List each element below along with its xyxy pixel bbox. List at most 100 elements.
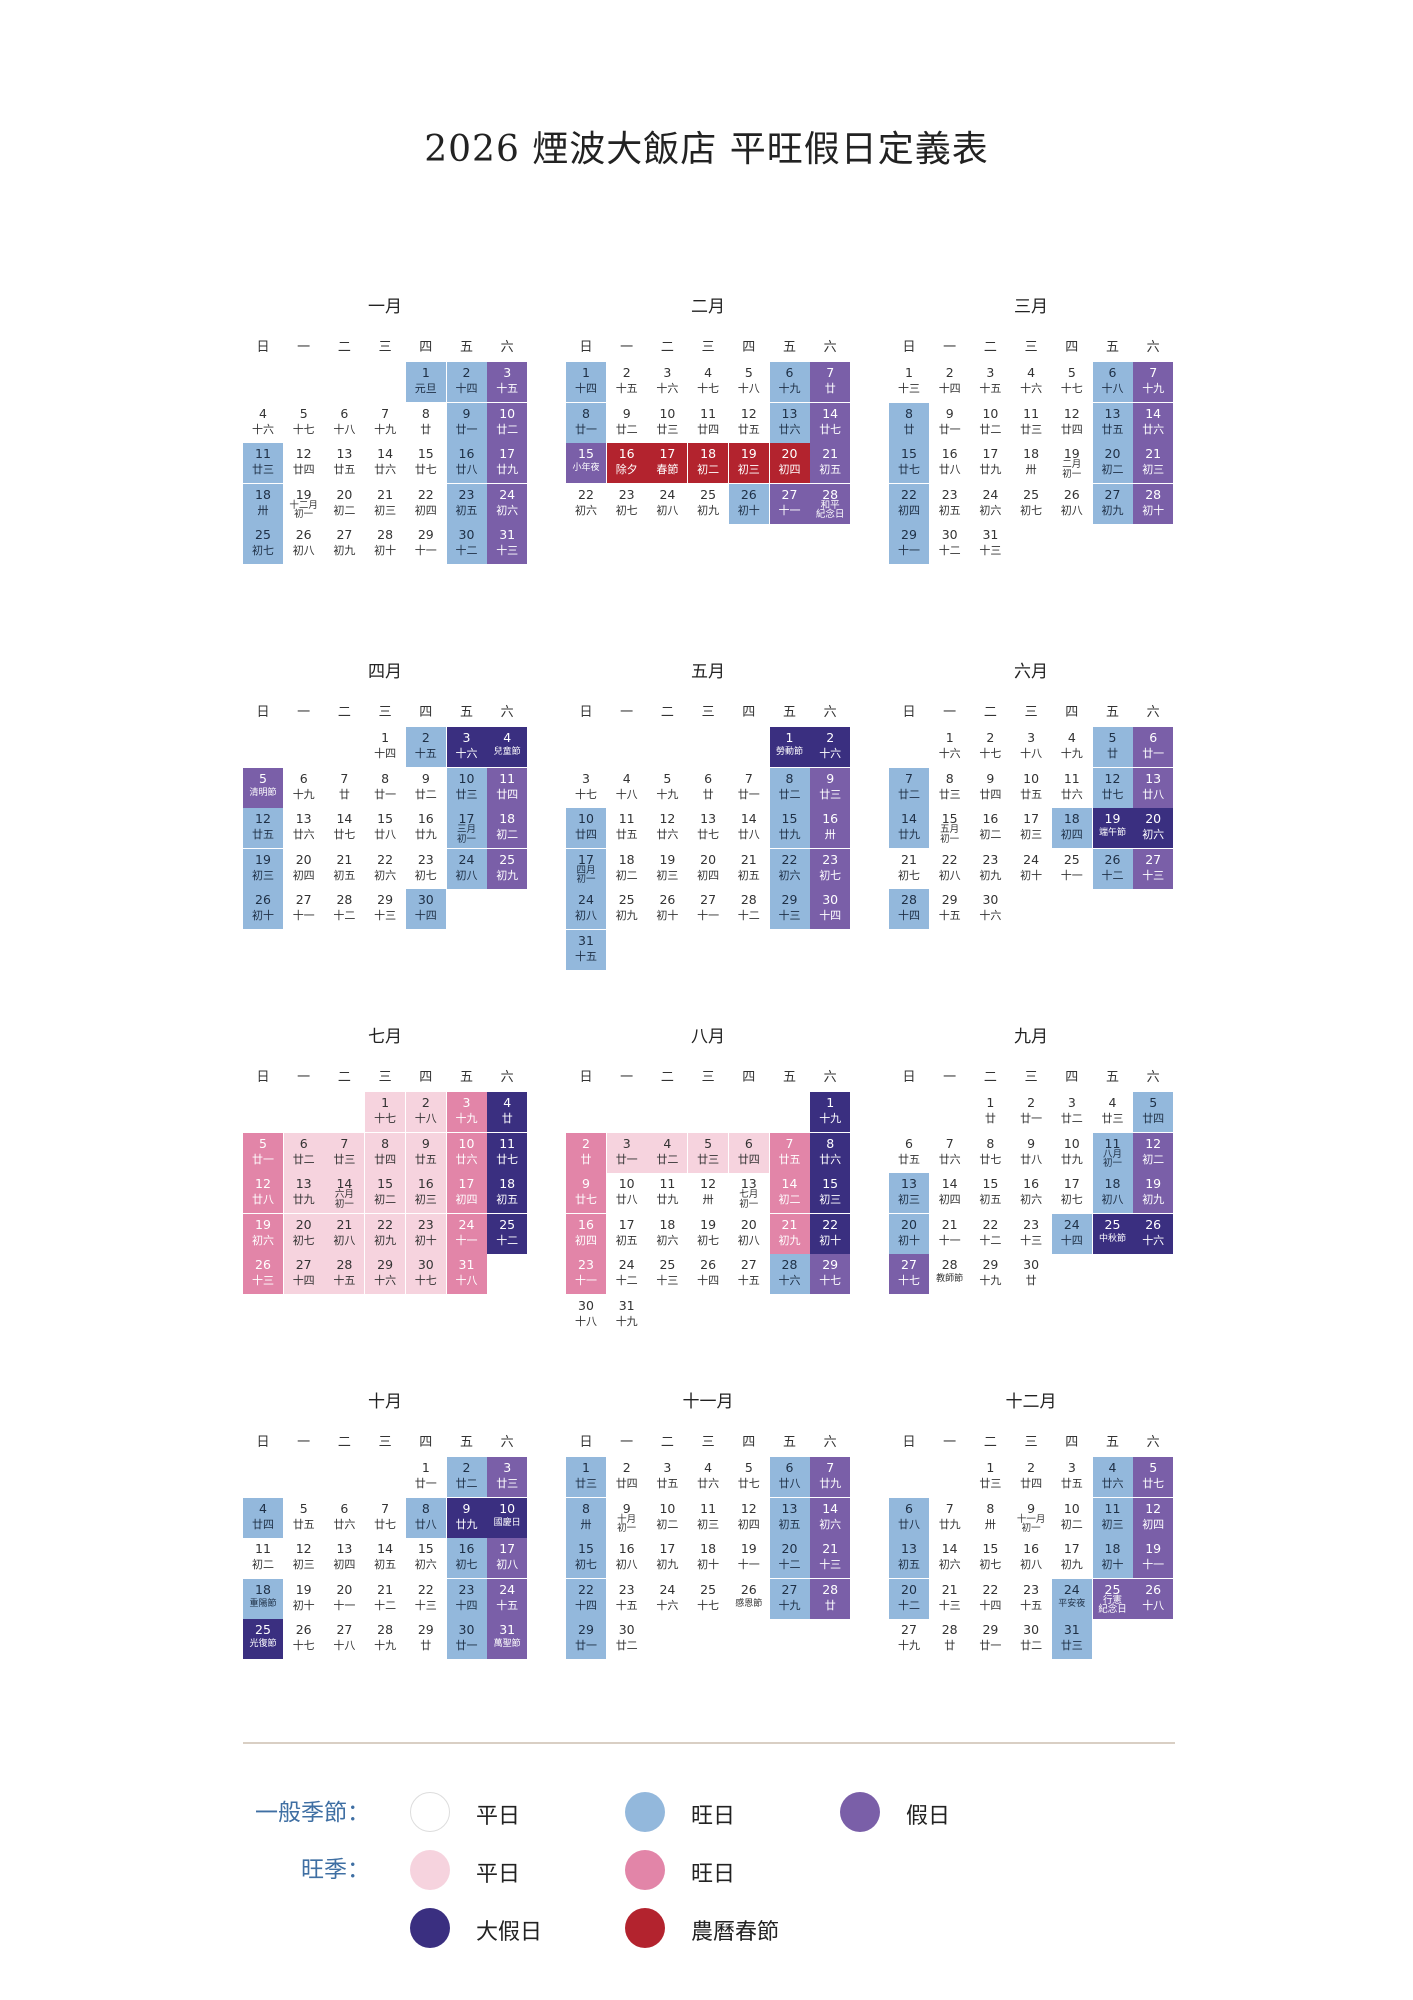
day-number: 10 <box>1023 770 1040 786</box>
day-lunar-label: 初六 <box>778 868 801 882</box>
day-lunar-label: 初七 <box>819 868 842 882</box>
day-cell: 14 初五 <box>365 1538 405 1578</box>
day-cell: 22 初十 <box>810 1213 851 1254</box>
day-cell: 16 廿八 <box>446 443 487 483</box>
day-cell: 7 廿七 <box>365 1498 405 1538</box>
day-number: 28 <box>377 1622 394 1637</box>
day-number: 3 <box>462 1095 471 1110</box>
day-lunar-label: 廿八 <box>938 463 961 476</box>
day-lunar-label: 十四 <box>575 382 597 395</box>
day-number: 5 <box>259 770 267 786</box>
day-number: 1 <box>582 1460 590 1475</box>
day-number: 30 <box>458 527 475 542</box>
day-lunar-label: 十四 <box>455 382 478 395</box>
day-number: 3 <box>503 1460 512 1475</box>
day-lunar-label: 十四 <box>414 909 437 922</box>
day-cell: 12 初四 <box>1133 1497 1174 1538</box>
day-cell: 17 初九 <box>1052 1538 1092 1578</box>
day-lunar-label: 初八 <box>455 868 478 882</box>
day-number: 24 <box>1023 851 1040 867</box>
weekday-header: 六 <box>500 1070 514 1085</box>
day-number: 15 <box>901 446 917 461</box>
day-number: 28 <box>822 1581 839 1597</box>
day-cell: 15 廿八 <box>365 808 405 848</box>
day-lunar-label: 十一 <box>292 909 315 922</box>
day-lunar-label: 廿四 <box>1020 1477 1043 1490</box>
day-lunar-label: 十三 <box>252 1274 274 1287</box>
day-cell: 10 廿五 <box>1011 768 1051 808</box>
day-cell: 28 初十 <box>365 524 405 564</box>
day-cell: 28 十二 <box>729 889 769 929</box>
day-number: 9 <box>826 770 835 786</box>
day-cell: 14 廿六 <box>1133 402 1174 443</box>
day-number: 8 <box>381 1135 390 1151</box>
day-cell: 29 廿一 <box>566 1619 606 1659</box>
day-cell: 16 初三 <box>405 1173 446 1213</box>
day-number: 24 <box>578 892 594 907</box>
month-title: 十二月 <box>1005 1392 1057 1412</box>
day-lunar-label: 廿一 <box>455 422 478 436</box>
day-number: 26 <box>295 1622 312 1637</box>
day-number: 18 <box>659 1216 676 1232</box>
day-cell: 23 初五 <box>446 483 487 524</box>
day-lunar-label: 十五 <box>333 1274 356 1287</box>
day-lunar-label: 廿三 <box>575 1477 597 1490</box>
day-cell: 26 十三 <box>243 1254 283 1294</box>
day-cell: 18 初二 <box>487 808 528 848</box>
legend-dot <box>625 1792 665 1832</box>
day-number: 16 <box>982 811 999 826</box>
day-lunar-label: 廿二 <box>1060 1112 1083 1125</box>
day-cell: 14 廿七 <box>324 808 364 848</box>
day-number: 5 <box>259 1135 267 1151</box>
weekday-header: 二 <box>983 340 997 355</box>
day-number: 8 <box>785 770 794 786</box>
day-cell: 28 十五 <box>324 1254 365 1294</box>
day-cell: 3 十五 <box>970 362 1010 402</box>
day-lunar-label: 十一 <box>898 544 920 557</box>
day-lunar-label: 廿二 <box>496 422 519 436</box>
day-number: 31 <box>499 527 516 542</box>
day-number: 7 <box>905 770 913 786</box>
day-number: 8 <box>826 1135 835 1151</box>
day-lunar-label: 廿六 <box>819 1152 842 1166</box>
day-cell: 5 十七 <box>1052 362 1092 402</box>
day-number: 24 <box>1063 1216 1080 1232</box>
day-cell: 10 廿二 <box>970 403 1010 443</box>
day-lunar-label: 十二 <box>333 909 356 922</box>
day-number: 30 <box>1023 1622 1040 1637</box>
day-lunar-label: 廿八 <box>737 828 760 841</box>
day-cell: 31 十五 <box>566 929 606 970</box>
day-number: 16 <box>941 446 958 461</box>
day-number: 9 <box>421 1135 430 1151</box>
day-number: 16 <box>458 446 475 461</box>
day-number: 26 <box>1104 851 1121 867</box>
day-lunar-label: 初三 <box>1020 828 1043 841</box>
day-lunar-label: 十四 <box>575 1598 597 1612</box>
weekday-header: 五 <box>1105 340 1119 355</box>
day-lunar-label: 卅 <box>580 1517 592 1531</box>
day-cell: 14 廿八 <box>729 808 769 848</box>
day-number: 14 <box>941 1541 958 1556</box>
day-number: 16 <box>1023 1541 1040 1556</box>
day-cell: 19 初七 <box>688 1214 728 1254</box>
day-number: 6 <box>340 1500 349 1516</box>
day-lunar-label: 廿 <box>984 1112 996 1125</box>
day-lunar-label: 六月 初一 <box>334 1189 354 1210</box>
day-cell: 12 廿八 <box>243 1173 283 1213</box>
day-lunar-label: 十六 <box>938 747 961 760</box>
day-number: 20 <box>740 1216 757 1232</box>
day-lunar-label: 初二 <box>656 1517 679 1531</box>
month-title: 一月 <box>368 297 402 317</box>
day-lunar-label: 十七 <box>979 747 1002 760</box>
day-lunar-label: 十二 <box>938 544 961 557</box>
day-number: 31 <box>578 932 594 948</box>
day-lunar-label: 廿二 <box>615 1639 638 1652</box>
day-cell: 9 十一月 初一 <box>1011 1498 1051 1538</box>
day-lunar-label: 廿八 <box>252 1193 274 1206</box>
day-cell: 26 十七 <box>284 1619 324 1659</box>
day-lunar-label: 初五 <box>333 868 356 882</box>
day-number: 20 <box>781 446 798 461</box>
day-lunar-label: 廿九 <box>979 463 1002 476</box>
day-number: 1 <box>945 730 954 745</box>
